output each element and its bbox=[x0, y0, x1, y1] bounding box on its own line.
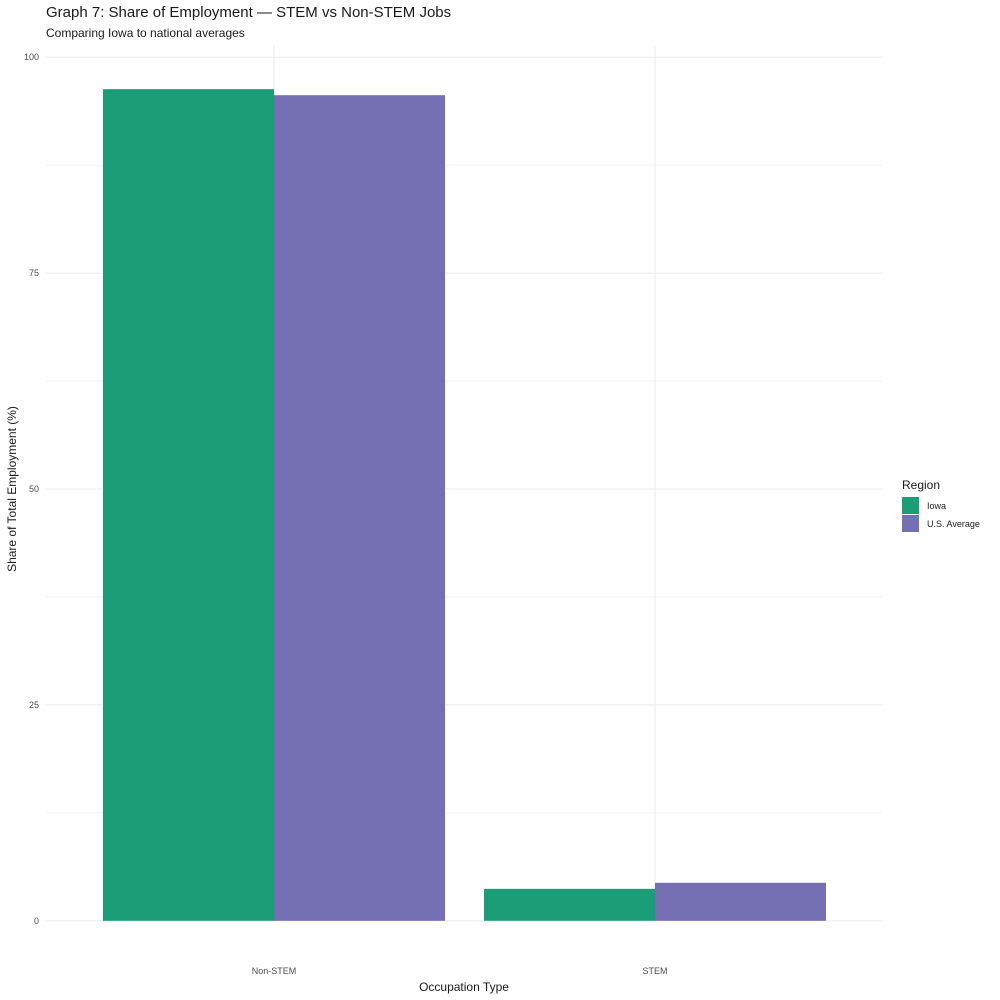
legend-title: Region bbox=[902, 478, 940, 492]
x-tick-label: Non-STEM bbox=[252, 966, 297, 976]
bar-iowa-non-stem bbox=[103, 89, 274, 921]
legend-swatch bbox=[902, 497, 919, 514]
y-tick-label: 75 bbox=[29, 268, 39, 278]
legend-label: Iowa bbox=[927, 501, 946, 511]
bar-u-s-average-non-stem bbox=[274, 95, 445, 921]
chart-title: Graph 7: Share of Employment — STEM vs N… bbox=[46, 4, 451, 21]
bars bbox=[103, 89, 826, 921]
x-tick-label: STEM bbox=[642, 966, 667, 976]
bar-u-s-average-stem bbox=[655, 882, 826, 921]
y-tick-label: 50 bbox=[29, 484, 39, 494]
legend-swatch bbox=[902, 515, 919, 532]
y-tick-label: 25 bbox=[29, 700, 39, 710]
y-axis-ticks: 0 25 50 75 100 bbox=[24, 52, 39, 926]
bar-iowa-stem bbox=[484, 888, 655, 921]
y-tick-label: 0 bbox=[34, 916, 39, 926]
chart-subtitle: Comparing Iowa to national averages bbox=[46, 26, 245, 40]
x-axis-title: Occupation Type bbox=[419, 980, 509, 994]
x-axis-ticks: Non-STEM STEM bbox=[252, 966, 668, 976]
y-axis-title: Share of Total Employment (%) bbox=[5, 406, 19, 572]
legend: Region Iowa U.S. Average bbox=[902, 478, 980, 532]
legend-items: Iowa U.S. Average bbox=[902, 497, 980, 532]
y-tick-label: 100 bbox=[24, 52, 39, 62]
legend-label: U.S. Average bbox=[927, 519, 980, 529]
